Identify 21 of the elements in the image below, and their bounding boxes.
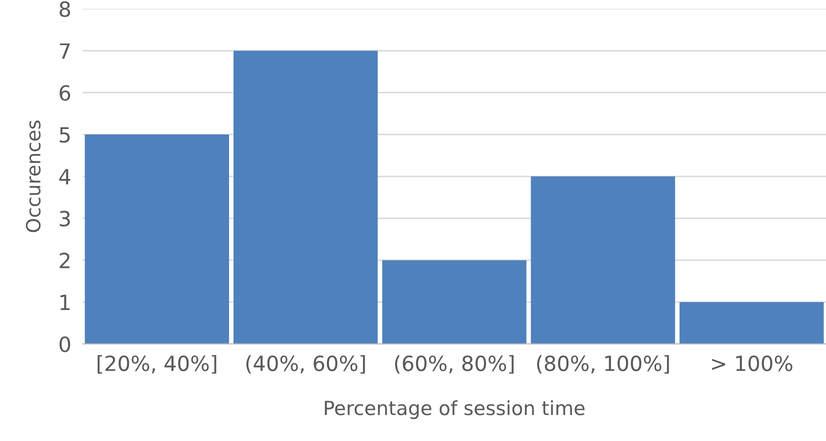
y-tick-label: 4 xyxy=(59,169,70,184)
x-tick-label: > 100% xyxy=(712,355,792,372)
x-tick-label: (40%, 60%] xyxy=(246,355,365,374)
y-tick-label: 3 xyxy=(60,210,70,227)
bar xyxy=(234,50,378,344)
bar xyxy=(382,260,526,344)
bar xyxy=(680,302,824,344)
x-axis-title: Percentage of session time xyxy=(324,400,585,420)
y-axis-title: Occurences xyxy=(26,120,41,232)
x-tick-label: (80%, 100%] xyxy=(537,355,669,374)
x-tick-label: (60%, 80%] xyxy=(395,355,514,374)
y-tick-label: 5 xyxy=(60,127,70,143)
y-tick-label: 0 xyxy=(60,336,70,352)
bar xyxy=(84,134,230,344)
bar xyxy=(530,176,676,344)
x-tick-label: [20%, 40%] xyxy=(98,355,216,374)
y-tick-label: 1 xyxy=(60,294,70,310)
y-tick-label: 8 xyxy=(60,1,70,18)
y-tick-label: 7 xyxy=(60,43,70,59)
y-tick-label: 2 xyxy=(60,252,70,268)
y-tick-label: 6 xyxy=(60,85,70,101)
